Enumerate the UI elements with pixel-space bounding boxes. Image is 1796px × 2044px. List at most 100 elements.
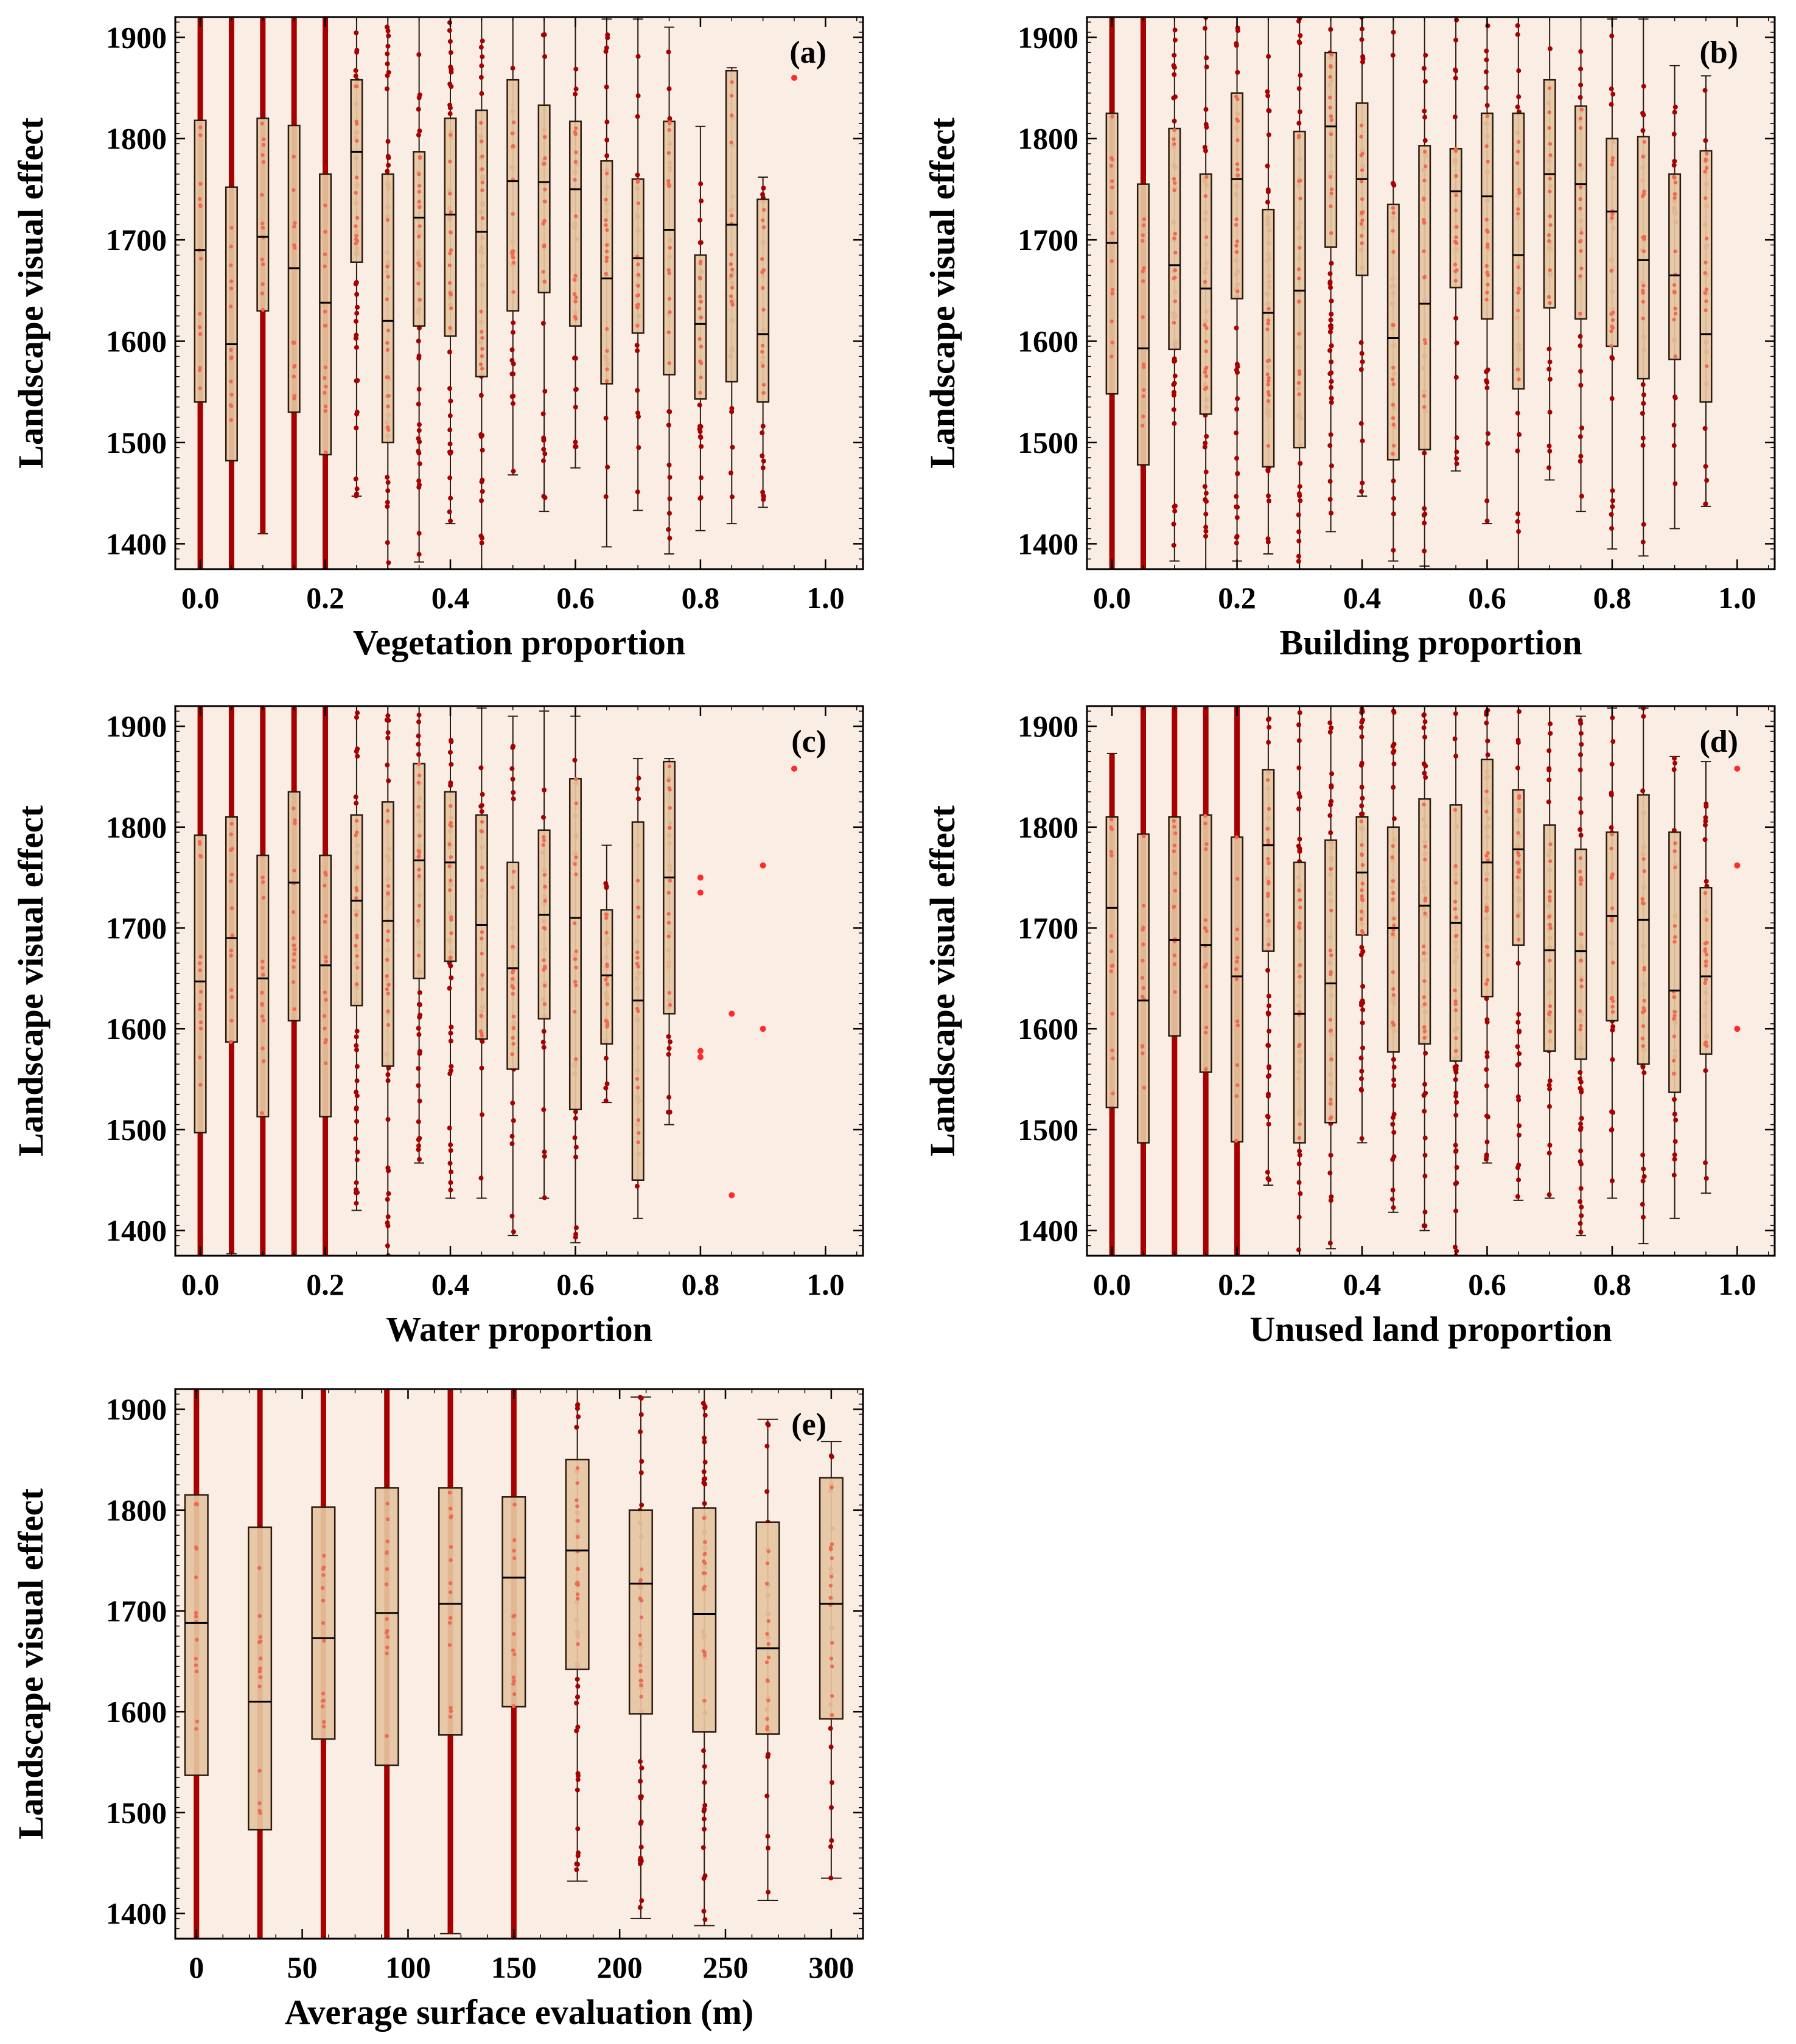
y-tick-label: 1400 [106, 527, 167, 561]
box-iqr [194, 119, 207, 403]
data-point-inner [1548, 1029, 1553, 1034]
data-point [1297, 794, 1302, 799]
data-point-inner [292, 187, 296, 192]
data-point [509, 347, 515, 352]
data-point [1296, 559, 1301, 564]
data-point-inner [261, 895, 266, 900]
data-point-inner [480, 819, 484, 824]
data-point-inner [262, 1059, 266, 1063]
panel-label: (d) [1699, 724, 1738, 759]
data-point-inner [1142, 223, 1146, 228]
data-point-inner [1203, 1031, 1208, 1035]
data-point-inner [323, 408, 327, 413]
data-point-inner [1235, 97, 1240, 102]
data-point [1546, 1104, 1552, 1109]
data-point-inner [1173, 231, 1178, 236]
data-point-inner [1610, 832, 1614, 837]
data-point [1391, 816, 1397, 822]
data-point [1359, 785, 1364, 790]
data-point-inner [1548, 958, 1552, 963]
data-point-inner [1391, 897, 1395, 901]
x-axis-label: Water proportion [386, 1309, 652, 1349]
data-point-inner [230, 933, 235, 937]
data-point [1703, 464, 1708, 469]
x-tick-label: 0.8 [1593, 1267, 1632, 1301]
data-point [1296, 538, 1302, 544]
data-point-inner [324, 450, 328, 455]
data-point [1298, 498, 1303, 503]
data-point-inner [573, 178, 577, 182]
data-point-inner [667, 990, 672, 995]
data-point-inner [636, 284, 640, 288]
data-point [702, 1802, 708, 1808]
data-point [385, 713, 391, 718]
data-point [702, 1764, 707, 1769]
box-group [1386, 17, 1400, 562]
data-point-inner [1704, 236, 1709, 240]
data-point [385, 488, 391, 494]
data-point-inner [449, 210, 453, 214]
data-point [1578, 94, 1583, 100]
data-point-inner [510, 984, 514, 989]
data-point-inner [576, 1642, 580, 1647]
data-point-inner [511, 869, 516, 874]
data-point [353, 73, 358, 79]
data-point-inner [198, 386, 202, 391]
data-point-inner [257, 1684, 262, 1689]
data-point-inner [1517, 377, 1521, 382]
data-point [447, 111, 453, 116]
data-point-inner [543, 898, 547, 903]
data-point [1578, 1199, 1583, 1205]
data-point [1453, 711, 1458, 716]
data-point-inner [1391, 323, 1395, 327]
data-point [1171, 63, 1176, 68]
data-point [603, 415, 609, 421]
data-point [1453, 1208, 1459, 1214]
data-point [573, 1225, 579, 1230]
data-point [667, 475, 673, 480]
data-point-inner [321, 1621, 326, 1625]
data-point-inner [1453, 1049, 1458, 1053]
data-point-inner [1422, 275, 1427, 280]
data-point-inner [1546, 295, 1551, 299]
x-tick-label: 0.0 [181, 581, 220, 615]
data-point [480, 489, 485, 494]
data-point-inner [418, 773, 422, 778]
data-point [1452, 736, 1458, 741]
data-point [1484, 996, 1489, 1001]
box-group [1105, 752, 1119, 1256]
data-point-inner [604, 218, 608, 222]
data-point [765, 1846, 770, 1851]
data-point [1234, 541, 1239, 546]
data-point-inner [575, 1597, 580, 1601]
box-iqr [1512, 112, 1525, 390]
data-point [1391, 478, 1396, 484]
data-point [1421, 712, 1427, 718]
data-point [1297, 493, 1302, 499]
data-point [698, 475, 704, 480]
data-point-inner [449, 1709, 453, 1713]
data-point [1453, 1113, 1459, 1118]
data-point-inner [1391, 365, 1396, 370]
box-group [184, 1389, 209, 1939]
data-point-inner [1110, 157, 1114, 162]
box-iqr [1699, 150, 1713, 403]
x-tick-label: 0.2 [1218, 581, 1256, 615]
data-point-inner [292, 869, 296, 873]
data-point [416, 450, 422, 456]
data-point-inner [1642, 869, 1646, 873]
data-point [605, 464, 610, 470]
box-group [1136, 17, 1150, 569]
data-point-inner [293, 818, 297, 822]
box-group [475, 707, 488, 1199]
data-point [448, 1148, 453, 1153]
data-point-inner [542, 958, 546, 962]
data-point-inner [635, 293, 640, 298]
data-point-inner [229, 1018, 234, 1023]
data-point [760, 453, 765, 458]
data-point-inner [1422, 995, 1427, 999]
data-point-inner [761, 208, 766, 212]
data-point-inner [1641, 155, 1645, 159]
box-group [444, 17, 457, 525]
data-point [353, 318, 358, 324]
